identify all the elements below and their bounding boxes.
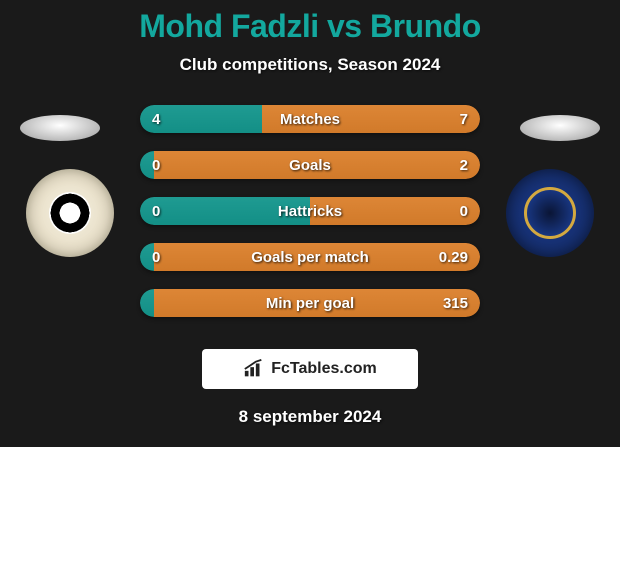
- right-club-badge: [506, 169, 594, 257]
- right-player-avatar: [520, 115, 600, 141]
- stat-value-left: [140, 289, 164, 317]
- stat-row: 00Hattricks: [140, 197, 480, 225]
- stat-row: 00.29Goals per match: [140, 243, 480, 271]
- left-club-badge: [26, 169, 114, 257]
- chart-icon: [243, 359, 265, 379]
- club-badge-icon: [506, 169, 594, 257]
- stat-value-right: 0: [448, 197, 480, 225]
- date-text: 8 september 2024: [0, 407, 620, 427]
- stat-bars: 47Matches02Goals00Hattricks00.29Goals pe…: [140, 105, 480, 335]
- stat-value-right: 7: [448, 105, 480, 133]
- content-area: 47Matches02Goals00Hattricks00.29Goals pe…: [0, 105, 620, 365]
- page-title: Mohd Fadzli vs Brundo: [0, 0, 620, 45]
- stat-value-right: 0.29: [427, 243, 480, 271]
- stat-row: 315Min per goal: [140, 289, 480, 317]
- stat-row: 47Matches: [140, 105, 480, 133]
- subtitle: Club competitions, Season 2024: [0, 55, 620, 75]
- stat-value-right: 2: [448, 151, 480, 179]
- stat-value-right: 315: [431, 289, 480, 317]
- avatar-ellipse-icon: [20, 115, 100, 141]
- stat-row: 02Goals: [140, 151, 480, 179]
- avatar-ellipse-icon: [520, 115, 600, 141]
- brand-text: FcTables.com: [271, 360, 377, 378]
- comparison-widget: Mohd Fadzli vs Brundo Club competitions,…: [0, 0, 620, 447]
- stat-value-left: 0: [140, 197, 172, 225]
- left-player-avatar: [20, 115, 100, 141]
- brand-link[interactable]: FcTables.com: [202, 349, 418, 389]
- stat-value-left: 4: [140, 105, 172, 133]
- stat-value-left: 0: [140, 151, 172, 179]
- club-badge-icon: [26, 169, 114, 257]
- stat-value-left: 0: [140, 243, 172, 271]
- stat-bar-right: [154, 151, 480, 179]
